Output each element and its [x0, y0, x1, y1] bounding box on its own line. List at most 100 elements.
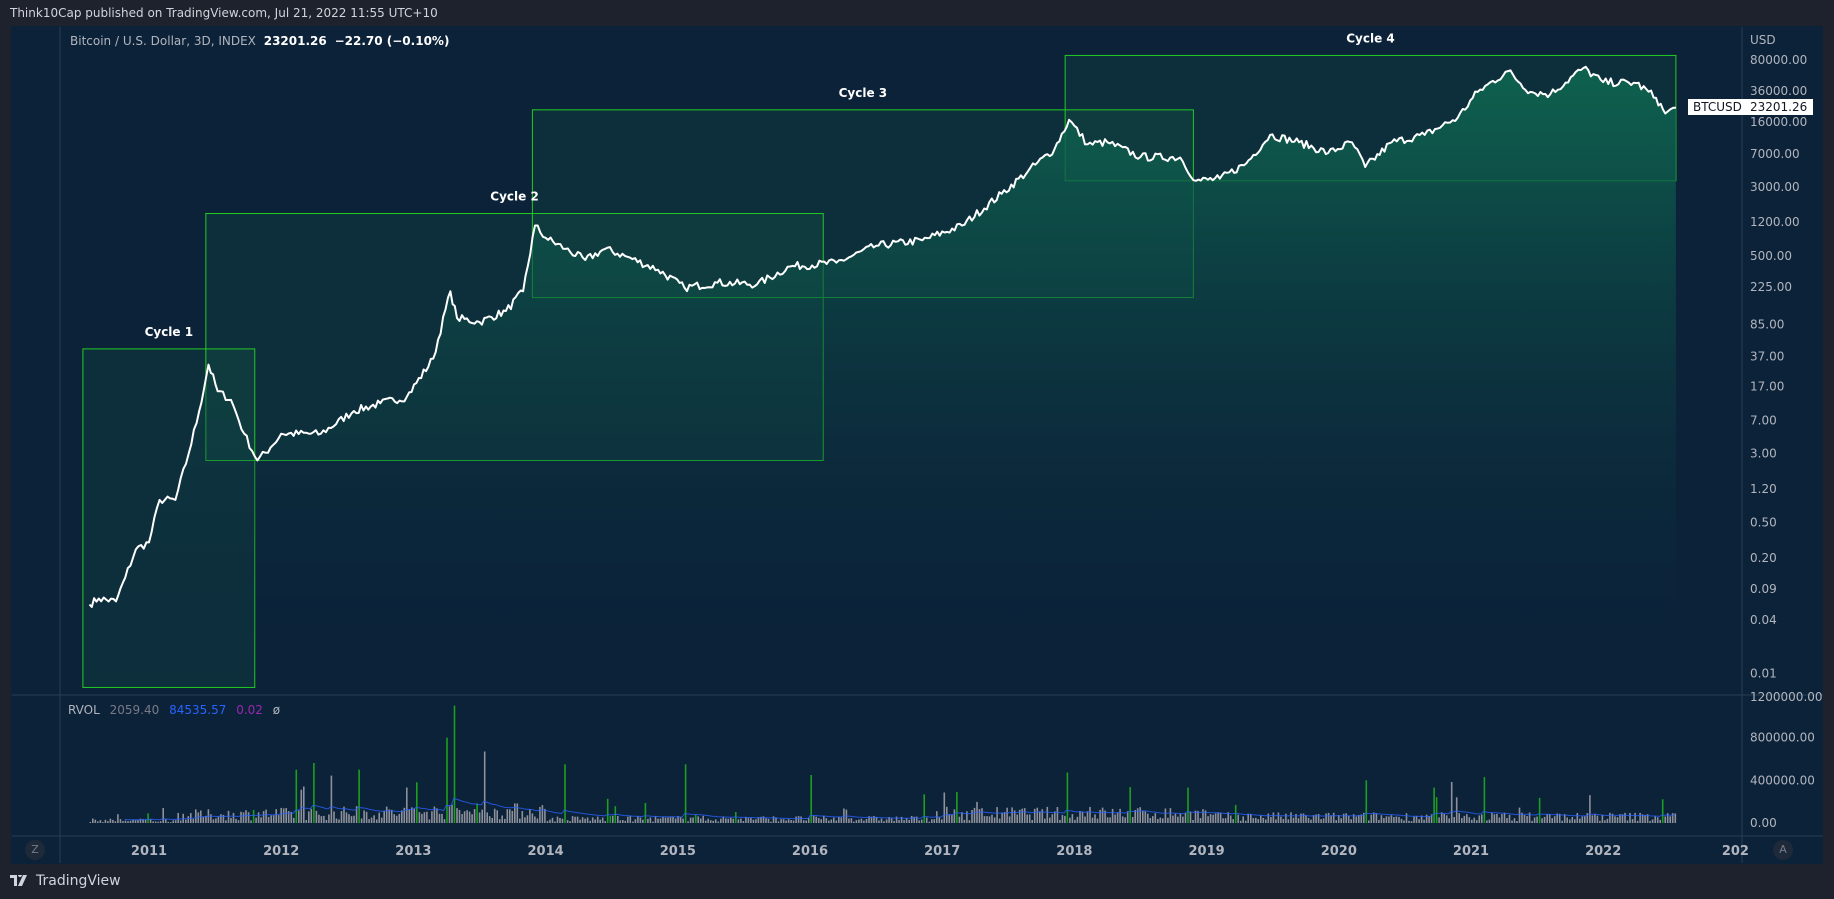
volume-bar: [509, 809, 511, 823]
volume-bar: [360, 818, 363, 823]
price-tick-label: 37.00: [1750, 349, 1784, 363]
zoom-button[interactable]: Z: [25, 840, 45, 860]
volume-bar: [760, 816, 762, 823]
volume-bar: [1159, 817, 1162, 823]
volume-bar: [408, 809, 411, 823]
volume-bar: [448, 806, 451, 823]
volume-bar: [1508, 814, 1511, 823]
volume-bar: [551, 817, 554, 823]
volume-bar: [1260, 815, 1262, 823]
volume-bar: [1473, 817, 1476, 823]
volume-bar: [1081, 811, 1084, 823]
volume-bar: [1187, 787, 1189, 823]
volume-bar: [1297, 818, 1300, 823]
volume-bar: [858, 819, 860, 823]
volume-bar: [1501, 814, 1503, 823]
volume-bar: [720, 818, 722, 823]
volume-bar: [250, 820, 252, 823]
volume-bar: [1239, 820, 1242, 823]
volume-bar: [1111, 808, 1114, 823]
volume-bar: [300, 789, 303, 823]
volume-bar: [94, 819, 97, 823]
volume-bar: [659, 818, 662, 823]
volume-bar: [1247, 813, 1249, 823]
volume-bar: [1059, 819, 1061, 823]
volume-bar: [431, 811, 433, 823]
volume-bar: [1106, 817, 1109, 823]
volume-bar: [1270, 817, 1272, 823]
price-line: [88, 65, 1676, 608]
volume-bar: [1646, 814, 1649, 823]
volume-bar: [1134, 810, 1136, 823]
volume-bar: [1342, 813, 1345, 823]
volume-bar: [632, 821, 634, 823]
volume-bar: [471, 814, 473, 823]
volume-bar: [406, 787, 408, 823]
volume-bar: [272, 815, 275, 823]
volume-bar: [277, 815, 280, 823]
volume-bar: [920, 819, 923, 823]
price-tick-label: 0.20: [1750, 551, 1777, 565]
price-area-fill: [89, 66, 1676, 691]
volume-bar: [1003, 812, 1006, 823]
volume-bar: [240, 811, 242, 823]
volume-bar: [310, 808, 313, 823]
volume-bar: [1440, 812, 1443, 823]
volume-bar: [692, 817, 694, 823]
volume-bar: [172, 820, 174, 823]
volume-bar: [785, 820, 787, 823]
volume-bar: [438, 813, 441, 823]
volume-bar: [104, 819, 107, 823]
volume-bar: [737, 819, 740, 823]
volume-bar: [169, 822, 172, 823]
volume-bar: [378, 812, 380, 823]
volume-bar: [624, 820, 627, 823]
volume-bar: [833, 817, 835, 823]
auto-scale-button[interactable]: A: [1773, 840, 1793, 860]
volume-bar: [662, 816, 664, 823]
volume-bar: [385, 806, 388, 823]
volume-bar: [828, 820, 830, 823]
volume-bar: [1566, 817, 1568, 823]
volume-bar: [1039, 811, 1041, 823]
volume-bar: [1370, 814, 1373, 823]
volume-bar: [1571, 817, 1574, 823]
volume-bar: [119, 819, 122, 823]
volume-bar: [1317, 814, 1320, 823]
volume-bar: [1182, 816, 1184, 823]
volume-bar: [1347, 816, 1350, 823]
volume-bar: [524, 817, 526, 823]
volume-bar: [983, 816, 986, 823]
volume-bar: [1054, 811, 1056, 823]
volume-bar: [1290, 812, 1292, 823]
rvol-hide-icon[interactable]: ø: [272, 703, 281, 717]
volume-bar: [1227, 812, 1229, 823]
volume-bar: [1561, 820, 1563, 823]
volume-bar: [122, 821, 124, 823]
price-tick-label: 80000.00: [1750, 53, 1807, 67]
volume-bar: [823, 815, 825, 823]
volume-bar: [1581, 816, 1584, 823]
volume-bar: [787, 819, 790, 823]
volume-bar: [895, 816, 898, 823]
volume-bar: [1091, 817, 1094, 823]
volume-bar: [473, 809, 476, 823]
volume-bar: [1262, 817, 1265, 823]
volume-bar: [1576, 813, 1579, 823]
volume-bar: [1403, 820, 1405, 823]
volume-bar: [1305, 815, 1307, 823]
volume-bar: [647, 818, 649, 823]
time-tick-label: 202: [1722, 844, 1749, 859]
volume-bar: [1272, 812, 1275, 823]
volume-bar: [1255, 817, 1257, 823]
volume-bar: [1300, 813, 1302, 823]
volume-bar: [1352, 814, 1355, 823]
volume-bar: [340, 811, 343, 823]
volume-bar: [293, 817, 295, 823]
volume-bar: [290, 811, 293, 823]
cycle-label-1: Cycle 1: [145, 325, 194, 339]
volume-bar: [1064, 815, 1066, 823]
volume-bar: [564, 764, 566, 823]
volume-bar: [991, 814, 993, 823]
